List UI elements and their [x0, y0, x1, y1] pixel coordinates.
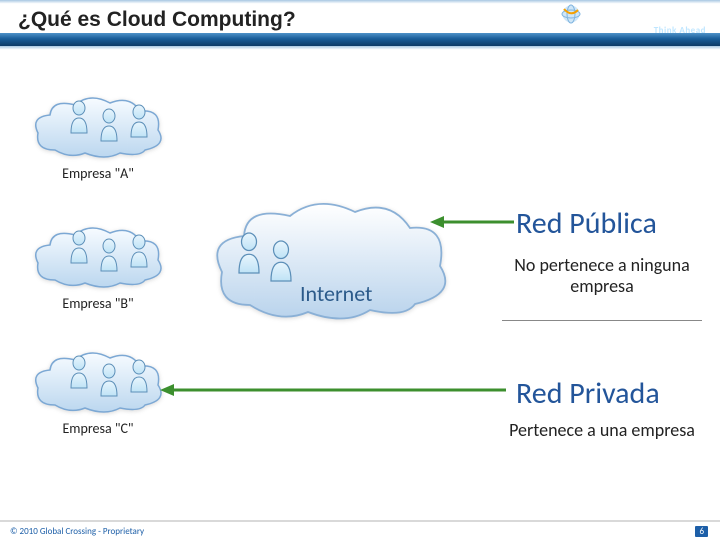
person-icon — [98, 363, 120, 397]
globe-icon — [560, 3, 582, 25]
desc-red-publica: No pertenece a ninguna empresa — [502, 255, 702, 296]
desc-red-privada: Pertenece a una empresa — [502, 420, 702, 441]
label-empresa-a: Empresa "A" — [28, 165, 168, 182]
logo: Global Crossing® Think Ahead — [560, 3, 706, 36]
person-icon — [68, 355, 90, 389]
person-icon — [68, 100, 90, 134]
person-icon — [98, 108, 120, 142]
slide: ¿Qué es Cloud Computing? Global Crossing… — [0, 0, 720, 540]
arrow-private — [160, 382, 506, 398]
person-icon — [68, 230, 90, 264]
heading-red-publica: Red Pública — [516, 205, 657, 242]
label-empresa-b: Empresa "B" — [28, 295, 168, 312]
logo-tm: ® — [701, 5, 706, 16]
person-icon — [128, 359, 150, 393]
label-empresa-c: Empresa "C" — [28, 420, 168, 437]
heading-red-privada: Red Privada — [516, 375, 660, 412]
header-bar: ¿Qué es Cloud Computing? Global Crossing… — [0, 0, 720, 52]
label-internet: Internet — [300, 280, 372, 307]
person-icon — [128, 104, 150, 138]
person-icon — [98, 238, 120, 272]
person-icon — [235, 232, 263, 275]
logo-tagline: Think Ahead — [560, 25, 706, 36]
footer-divider — [0, 520, 720, 522]
logo-text: Global Crossing — [588, 4, 701, 25]
copyright: © 2010 Global Crossing - Proprietary — [10, 526, 144, 537]
divider — [502, 320, 702, 321]
person-icon — [267, 240, 295, 283]
page-number: 6 — [695, 526, 708, 537]
slide-title: ¿Qué es Cloud Computing? — [18, 8, 296, 32]
arrow-public — [430, 214, 514, 230]
person-icon — [128, 234, 150, 268]
